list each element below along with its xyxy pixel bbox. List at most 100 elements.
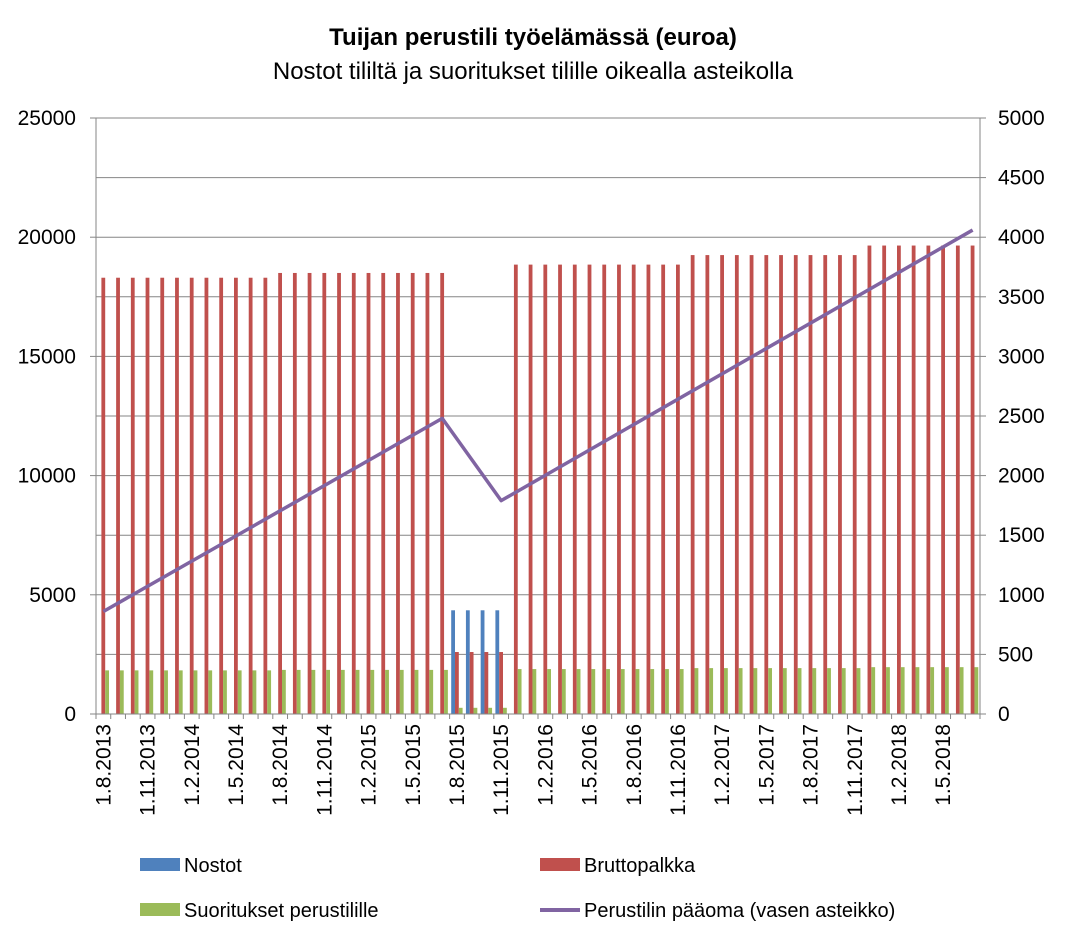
bar-suoritukset-perustilille xyxy=(974,667,979,714)
bar-bruttopalkka xyxy=(808,255,813,714)
bar-bruttopalkka xyxy=(101,277,106,714)
bar-bruttopalkka xyxy=(558,264,562,714)
bar-suoritukset-perustilille xyxy=(267,670,272,714)
x-tick-label: 1.5.2014 xyxy=(225,724,248,806)
bar-bruttopalkka xyxy=(381,272,386,714)
bar-suoritukset-perustilille xyxy=(812,668,817,714)
x-tick-label: 1.2.2017 xyxy=(711,724,734,806)
bar-bruttopalkka xyxy=(351,272,356,714)
bar-suoritukset-perustilille xyxy=(620,669,625,714)
line-perustilin-paaoma xyxy=(102,228,974,614)
right-tick-label: 3500 xyxy=(998,286,1045,309)
bar-suoritukset-perustilille xyxy=(591,669,596,714)
bar-bruttopalkka xyxy=(175,277,179,714)
bar-suoritukset-perustilille xyxy=(414,669,419,714)
left-tick-label: 0 xyxy=(64,703,76,726)
bar-bruttopalkka xyxy=(749,255,754,714)
x-tick-label: 1.8.2014 xyxy=(269,724,292,806)
bar-suoritukset-perustilille xyxy=(650,669,655,714)
bar-suoritukset-perustilille xyxy=(827,668,831,714)
bar-suoritukset-perustilille xyxy=(326,669,330,714)
x-tick-label: 1.11.2013 xyxy=(137,724,160,816)
bar-suoritukset-perustilille xyxy=(488,707,493,714)
bar-nostot xyxy=(480,610,485,714)
x-tick-label: 1.11.2014 xyxy=(313,724,336,816)
bar-suoritukset-perustilille xyxy=(782,668,787,714)
x-tick-label: 1.2.2015 xyxy=(358,724,381,806)
right-tick-label: 1500 xyxy=(998,524,1045,547)
bar-suoritukset-perustilille xyxy=(738,668,743,714)
bar-suoritukset-perustilille xyxy=(930,667,935,714)
bar-bruttopalkka xyxy=(160,277,165,714)
bar-suoritukset-perustilille xyxy=(517,669,522,714)
x-tick-label: 1.8.2017 xyxy=(800,724,823,806)
bar-suoritukset-perustilille xyxy=(945,667,949,714)
bar-bruttopalkka xyxy=(646,264,651,714)
bar-bruttopalkka xyxy=(410,272,415,714)
x-tick-label: 1.8.2016 xyxy=(623,724,646,806)
right-tick-label: 2000 xyxy=(998,465,1045,488)
x-tick-label: 1.5.2015 xyxy=(402,724,425,806)
bar-bruttopalkka xyxy=(248,277,253,714)
legend-label: Suoritukset perustilille xyxy=(184,900,379,922)
bar-suoritukset-perustilille xyxy=(134,670,139,714)
bar-bruttopalkka xyxy=(189,277,194,714)
legend-swatch xyxy=(140,858,180,871)
bar-bruttopalkka xyxy=(425,272,430,714)
left-tick-label: 15000 xyxy=(18,345,76,368)
bar-suoritukset-perustilille xyxy=(237,670,242,714)
bar-suoritukset-perustilille xyxy=(282,669,286,714)
x-tick-label: 1.2.2016 xyxy=(534,724,557,806)
bar-bruttopalkka xyxy=(705,255,710,714)
bar-bruttopalkka xyxy=(219,277,224,714)
left-y-axis-ticks: 0 5000 10000 15000 20000 25000 xyxy=(18,107,96,726)
bar-suoritukset-perustilille xyxy=(370,669,375,714)
bar-bruttopalkka xyxy=(278,272,282,714)
bar-suoritukset-perustilille xyxy=(915,667,920,714)
bar-bruttopalkka xyxy=(852,255,857,714)
x-tick-label: 1.11.2016 xyxy=(667,724,690,816)
right-tick-label: 4500 xyxy=(998,167,1045,190)
bar-bruttopalkka xyxy=(455,652,459,714)
bar-suoritukset-perustilille xyxy=(709,668,714,714)
bar-suoritukset-perustilille xyxy=(606,669,610,714)
right-tick-label: 4000 xyxy=(998,226,1045,249)
bar-bruttopalkka xyxy=(234,277,238,714)
right-y-axis-ticks: 0 500 1000 1500 2000 2500 3000 3500 4000 4500 5000 xyxy=(980,107,1045,726)
bar-bruttopalkka xyxy=(145,277,150,714)
bar-bruttopalkka xyxy=(337,272,341,714)
bar-bruttopalkka xyxy=(543,264,548,714)
bar-suoritukset-perustilille xyxy=(724,668,728,714)
bar-bruttopalkka xyxy=(469,652,474,714)
bar-bruttopalkka xyxy=(720,255,724,714)
bar-suoritukset-perustilille xyxy=(856,668,861,714)
bar-bruttopalkka xyxy=(764,255,769,714)
bar-suoritukset-perustilille xyxy=(561,669,566,714)
bar-bruttopalkka xyxy=(867,245,872,714)
bar-bruttopalkka xyxy=(823,255,828,714)
bar-suoritukset-perustilille xyxy=(797,668,802,714)
bar-suoritukset-perustilille xyxy=(164,670,168,714)
bar-bruttopalkka xyxy=(882,245,887,714)
bar-bruttopalkka xyxy=(676,264,680,714)
bar-bruttopalkka xyxy=(292,272,297,714)
bar-suoritukset-perustilille xyxy=(385,669,389,714)
bar-suoritukset-perustilille xyxy=(208,670,213,714)
legend-swatch xyxy=(140,903,180,916)
bar-suoritukset-perustilille xyxy=(576,669,581,714)
bar-suoritukset-perustilille xyxy=(399,669,404,714)
bar-nostot xyxy=(495,610,500,714)
bar-bruttopalkka xyxy=(322,272,327,714)
bar-bruttopalkka xyxy=(617,264,621,714)
bar-suoritukset-perustilille xyxy=(900,667,905,714)
bar-suoritukset-perustilille xyxy=(694,668,699,714)
bar-nostot xyxy=(451,610,455,714)
right-tick-label: 1000 xyxy=(998,584,1045,607)
bar-suoritukset-perustilille xyxy=(105,670,109,714)
legend: Nostot Bruttopalkka Suoritukset perustilil… xyxy=(140,855,895,922)
bar-suoritukset-perustilille xyxy=(959,667,964,714)
bar-bruttopalkka xyxy=(513,264,518,714)
x-tick-label: 1.5.2018 xyxy=(932,724,955,806)
bar-suoritukset-perustilille xyxy=(429,669,434,714)
bar-suoritukset-perustilille xyxy=(679,669,684,714)
